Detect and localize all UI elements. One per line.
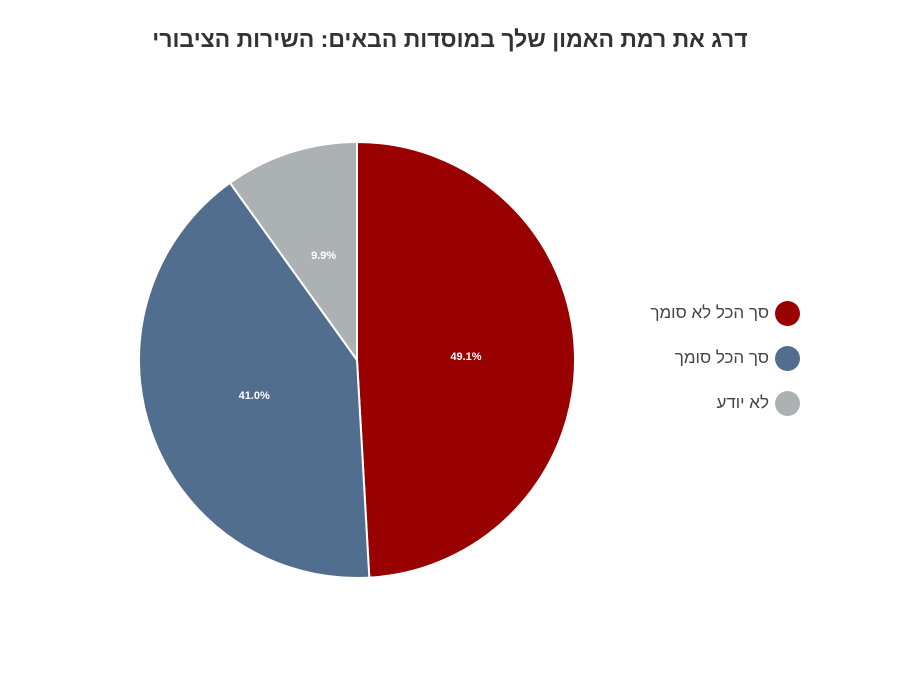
slice-dont-know[interactable] (228, 141, 358, 361)
legend-swatch (775, 390, 800, 416)
legend-label: סך הכל סומך (674, 348, 769, 367)
slice-label-not-trust: 49.1% (450, 351, 481, 363)
legend-item-not-trust[interactable]: סך הכל לא סומך (650, 300, 800, 326)
legend-label: סך הכל לא סומך (650, 303, 769, 322)
legend-swatch (775, 345, 800, 371)
slice-label-trust: 41.0% (239, 390, 270, 402)
slice-not-trust[interactable] (356, 141, 577, 579)
slice-label-dont-know: 9.9% (311, 250, 336, 262)
legend: סך הכל לא סומך סך הכל סומך לא יודע (650, 300, 800, 435)
legend-item-dont-know[interactable]: לא יודע (650, 390, 800, 416)
legend-item-trust[interactable]: סך הכל סומך (650, 345, 800, 371)
legend-swatch (775, 300, 800, 326)
slice-trust[interactable] (138, 181, 371, 580)
legend-label: לא יודע (716, 393, 769, 412)
chart-title: דרג את רמת האמון שלך במוסדות הבאים: השיר… (152, 26, 748, 52)
